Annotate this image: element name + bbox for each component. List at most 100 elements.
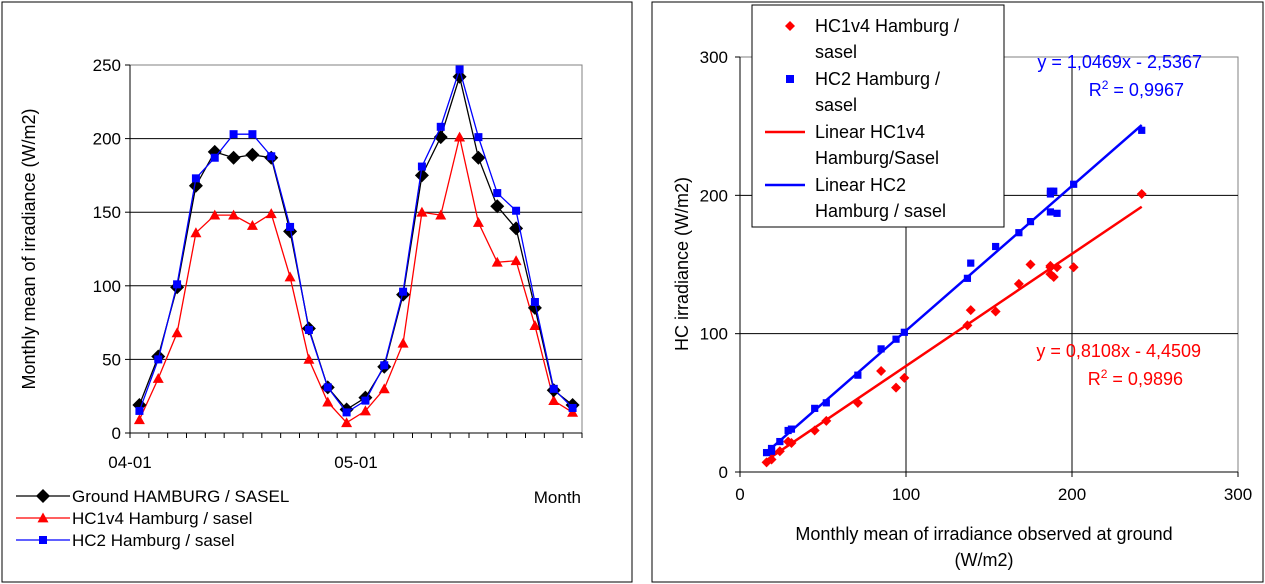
data-point-square — [380, 361, 389, 370]
data-point-square — [135, 406, 144, 415]
data-point-square — [191, 174, 200, 183]
data-point-triangle — [322, 396, 334, 407]
scatter-point-square — [776, 437, 784, 446]
left-axes: 0 50 100 150 200 250 04-01 05-01 — [93, 56, 583, 472]
data-point-triangle — [416, 206, 428, 217]
data-point-triangle — [265, 208, 277, 219]
data-point-square — [455, 65, 464, 74]
data-point-triangle — [548, 395, 560, 406]
scatter-point-diamond — [899, 372, 910, 383]
scatter-point-diamond — [1025, 259, 1036, 270]
data-point-triangle — [510, 255, 522, 266]
data-point-square — [173, 280, 182, 289]
trendline-r-squared: R2 = 0,9967 — [1089, 78, 1184, 100]
legend-label: Ground HAMBURG / SASEL — [72, 487, 289, 506]
scatter-point-diamond — [962, 320, 973, 331]
data-point-square — [568, 403, 577, 412]
scatter-point-diamond — [1013, 278, 1024, 289]
data-point-square — [417, 162, 426, 171]
data-point-triangle — [303, 353, 315, 364]
data-point-square — [436, 122, 445, 131]
data-point-square — [549, 384, 558, 393]
data-point-square — [323, 383, 332, 392]
trendline-equation: y = 1,0469x - 2,5367 — [1037, 52, 1202, 72]
legend-label: Linear HC1v4 — [815, 122, 925, 142]
left-y-tick-label: 250 — [93, 56, 121, 75]
scatter-point-diamond — [990, 306, 1001, 317]
right-y-tick-label: 100 — [700, 325, 728, 344]
left-series-group — [132, 65, 580, 428]
left-gridlines — [130, 138, 582, 360]
legend-label: HC2 Hamburg / — [815, 69, 940, 89]
legend-swatch-square — [786, 75, 794, 83]
scatter-point-square — [967, 259, 975, 267]
scatter-point-square — [892, 335, 900, 343]
data-point-triangle — [209, 209, 221, 220]
data-point-diamond — [471, 150, 486, 165]
scatter-point-square — [1053, 209, 1061, 217]
scatter-point-diamond — [965, 305, 976, 316]
right-legend-box — [751, 4, 1005, 228]
data-point-triangle — [454, 131, 466, 142]
legend-label: Hamburg / sasel — [815, 201, 946, 221]
scatter-point-square — [767, 444, 776, 453]
right-x-axis-title-line2: (W/m2) — [955, 550, 1014, 570]
right-x-tick-label: 0 — [735, 485, 744, 504]
data-point-square — [493, 189, 502, 198]
data-point-triangle — [435, 209, 447, 220]
scatter-point-diamond — [1136, 188, 1147, 199]
scatter-point-diamond — [761, 457, 772, 468]
left-y-tick-label: 200 — [93, 130, 121, 149]
data-point-square — [154, 355, 163, 364]
scatter-point-diamond — [1045, 260, 1056, 271]
scatter-point-square — [900, 328, 908, 336]
scatter-point-diamond — [891, 382, 902, 393]
trendline-equation: y = 0,8108x - 4,4509 — [1036, 341, 1201, 361]
scatter-point-square — [822, 399, 830, 407]
scatter-point-diamond — [1045, 269, 1056, 280]
legend-label: Hamburg/Sasel — [815, 148, 939, 168]
scatter-point-square — [854, 371, 862, 379]
right-axes: 0 100 200 300 0 100 200 300 — [700, 48, 1253, 504]
data-point-triangle — [341, 417, 353, 428]
legend-swatch-diamond — [36, 489, 50, 503]
right-x-tick-label: 100 — [892, 485, 920, 504]
left-plot-area — [129, 64, 583, 434]
right-series-group — [761, 124, 1147, 468]
right-y-axis-title: HC irradiance (W/m2) — [672, 177, 692, 351]
scatter-point-square — [1046, 190, 1055, 198]
data-point-square — [474, 133, 483, 142]
data-point-triangle — [378, 383, 390, 394]
scatter-point-diamond — [809, 425, 820, 436]
data-point-square — [286, 222, 295, 231]
data-point-triangle — [397, 337, 409, 348]
scatter-point-square — [762, 449, 771, 457]
left-x-tick-label: 04-01 — [108, 453, 151, 472]
right-y-tick-label: 0 — [719, 463, 728, 482]
data-point-diamond — [414, 168, 429, 183]
legend-label: HC1v4 Hamburg / — [815, 16, 959, 36]
right-y-tick-label: 200 — [700, 186, 728, 205]
right-y-tick-label: 300 — [700, 48, 728, 67]
scatter-point-square — [811, 404, 819, 412]
data-point-triangle — [359, 405, 371, 416]
data-point-square — [210, 153, 219, 162]
trendline — [765, 124, 1143, 454]
data-point-triangle — [152, 373, 164, 383]
data-point-square — [267, 152, 276, 161]
left-y-tick-label: 50 — [102, 350, 121, 369]
scatter-point-diamond — [774, 446, 785, 457]
scatter-point-square — [877, 345, 885, 353]
scatter-point-square — [992, 242, 1000, 251]
left-y-axis-title: Monthly mean of irradiance (W/m2) — [19, 108, 39, 389]
scatter-point-square — [1026, 218, 1035, 226]
trendline-annotations: y = 0,8108x - 4,4509 R2 = 0,9896 y = 1,046… — [1036, 52, 1202, 389]
left-y-tick-label: 150 — [93, 203, 121, 222]
data-point-triangle — [246, 219, 258, 230]
data-point-diamond — [226, 150, 241, 165]
scatter-point-square — [1046, 208, 1055, 216]
legend-label: HC1v4 Hamburg / sasel — [72, 509, 252, 528]
data-point-triangle — [171, 327, 183, 338]
scatter-point-square — [1070, 180, 1078, 188]
